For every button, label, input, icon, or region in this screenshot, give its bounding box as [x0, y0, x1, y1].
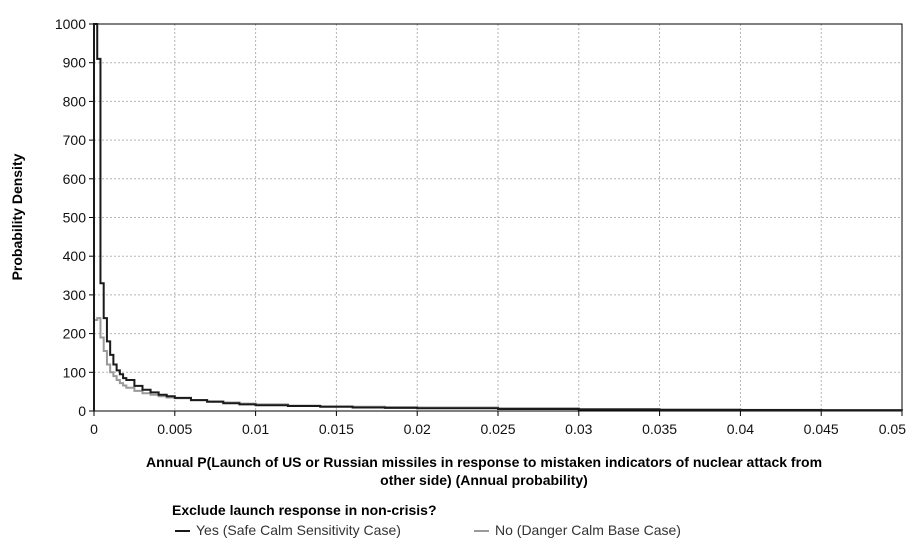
series-line-0 — [93, 23, 903, 412]
axes — [89, 23, 903, 416]
y-axis-title: Probability Density — [9, 153, 25, 280]
y-tick-label: 400 — [63, 248, 87, 264]
x-tick-label: 0.02 — [404, 421, 431, 437]
legend: Exclude launch response in non-crisis? Y… — [172, 502, 681, 538]
y-tick-label: 0 — [78, 403, 86, 419]
y-tick-label: 800 — [63, 93, 87, 109]
x-tick-label: 0.005 — [157, 421, 192, 437]
y-tick-label: 100 — [63, 364, 87, 380]
y-tick-label: 1000 — [55, 16, 86, 32]
y-tick-label: 500 — [63, 210, 87, 226]
x-axis-title-line-2: other side) (Annual probability) — [380, 472, 588, 488]
y-tick-label: 600 — [63, 171, 87, 187]
x-tick-label: 0.045 — [804, 421, 839, 437]
y-tick-label: 700 — [63, 132, 87, 148]
y-tick-label: 300 — [63, 287, 87, 303]
y-ticks: 0 100 200 300 400 500 600 700 800 900 1000 — [55, 16, 86, 419]
legend-title: Exclude launch response in non-crisis? — [172, 502, 437, 518]
x-tick-label: 0.01 — [242, 421, 269, 437]
series-layer — [93, 23, 903, 412]
x-axis-title-line-1: Annual P(Launch of US or Russian missile… — [146, 454, 822, 470]
x-tick-label: 0.015 — [319, 421, 354, 437]
x-ticks: 0 0.005 0.01 0.015 0.02 0.025 0.03 0.035 0.04 0.0… — [90, 421, 906, 437]
legend-label-yes: Yes (Safe Calm Sensitivity Case) — [196, 522, 401, 538]
x-tick-label: 0 — [90, 421, 98, 437]
x-tick-label: 0.03 — [565, 421, 592, 437]
x-tick-label: 0.025 — [480, 421, 515, 437]
x-tick-label: 0.05 — [879, 421, 906, 437]
y-tick-label: 900 — [63, 55, 87, 71]
x-tick-label: 0.04 — [727, 421, 754, 437]
grid — [94, 24, 902, 411]
y-tick-label: 200 — [63, 326, 87, 342]
legend-label-no: No (Danger Calm Base Case) — [495, 522, 681, 538]
x-tick-label: 0.035 — [642, 421, 677, 437]
